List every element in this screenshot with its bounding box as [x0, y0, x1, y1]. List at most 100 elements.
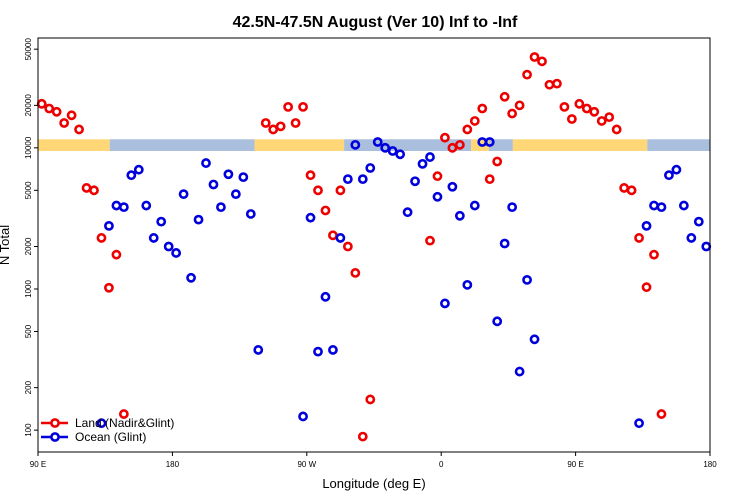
y-tick-label: 500 — [24, 324, 33, 338]
ocean-point — [186, 272, 196, 283]
land-point — [118, 409, 129, 419]
land-point — [342, 241, 353, 252]
land-point — [36, 98, 47, 109]
land-point — [581, 103, 592, 114]
land-point — [544, 79, 555, 90]
y-tick-label: 50000 — [24, 38, 33, 61]
ocean-point — [454, 210, 465, 221]
land-point — [74, 124, 84, 135]
land-point — [484, 174, 495, 185]
x-tick-label: 90 E — [30, 460, 46, 469]
ocean-point — [163, 241, 174, 252]
ocean-point — [380, 142, 391, 153]
ocean-point — [156, 216, 167, 227]
x-tick-label: 180 — [166, 460, 180, 469]
land-point — [469, 116, 480, 126]
ocean-point — [223, 169, 234, 180]
ocean-point — [402, 207, 413, 218]
land-point — [283, 101, 294, 112]
land-point — [619, 183, 630, 193]
land-point — [335, 185, 346, 196]
land-point — [96, 233, 107, 243]
ocean-point — [178, 189, 189, 200]
land-point — [51, 106, 62, 117]
land-point — [462, 124, 473, 135]
y-axis-label: N Total — [0, 225, 12, 265]
ocean-point — [118, 202, 129, 213]
land-point — [626, 185, 637, 196]
x-tick-label: 180 — [703, 460, 717, 469]
land-point — [649, 249, 659, 260]
land-point — [552, 78, 562, 89]
land-point — [260, 118, 271, 128]
ocean-point — [522, 274, 532, 285]
land-point — [611, 124, 622, 135]
band-segment-ocean — [647, 139, 710, 151]
land-point — [275, 121, 286, 132]
ocean-point — [320, 291, 331, 302]
land-point — [634, 233, 644, 243]
ocean-point — [208, 179, 219, 190]
land-point — [66, 110, 77, 121]
ocean-point — [148, 233, 159, 243]
land-point — [298, 101, 308, 112]
ocean-point — [298, 411, 308, 422]
ocean-point — [425, 152, 435, 162]
ocean-point — [649, 200, 659, 211]
ocean-point — [514, 366, 525, 377]
land-point — [477, 103, 488, 114]
ocean-point — [126, 170, 137, 181]
ocean-point — [686, 233, 697, 243]
plot-frame — [37, 37, 711, 453]
land-point — [328, 230, 338, 241]
ocean-point — [387, 146, 398, 156]
ocean-point — [499, 238, 510, 249]
ocean-point — [104, 220, 114, 231]
ocean-point — [357, 174, 368, 185]
y-tick-label: 1000 — [24, 280, 33, 298]
land-point — [89, 185, 99, 196]
ocean-point — [462, 279, 473, 290]
land-point — [454, 139, 465, 150]
band-segment-ocean — [488, 139, 513, 151]
land-point — [313, 185, 323, 196]
land-point — [507, 108, 518, 119]
land-point — [357, 431, 368, 442]
ocean-point — [432, 191, 443, 202]
ocean-point — [701, 241, 712, 252]
ocean-point — [678, 200, 689, 211]
x-tick-label: 90 E — [567, 460, 583, 469]
ocean-point — [201, 158, 211, 168]
ocean-point — [507, 202, 518, 213]
ocean-point — [529, 334, 540, 345]
land-point — [574, 98, 585, 109]
ocean-point — [253, 345, 264, 355]
land-point — [499, 91, 510, 102]
ocean-point — [133, 164, 144, 175]
legend-marker — [50, 432, 60, 442]
ocean-point — [671, 164, 682, 175]
land-point — [268, 124, 279, 135]
ocean-point — [216, 202, 226, 213]
land-point — [432, 171, 443, 182]
land-point — [514, 100, 525, 111]
land-point — [604, 112, 615, 123]
band-segment-ocean — [344, 139, 472, 151]
ocean-point — [335, 233, 346, 243]
y-tick-label: 200 — [24, 380, 33, 394]
legend-label: Ocean (Glint) — [75, 430, 146, 444]
land-point — [596, 116, 607, 126]
ocean-point — [492, 316, 503, 327]
band-segment-land — [512, 139, 648, 151]
band-segment-land — [38, 139, 110, 151]
ocean-point — [328, 345, 338, 355]
legend-label: Land (Nadir&Glint) — [75, 416, 174, 430]
land-point — [641, 282, 652, 293]
land-point — [440, 132, 450, 143]
land-point — [425, 235, 435, 246]
ocean-point — [230, 189, 241, 200]
ocean-point — [664, 170, 674, 181]
legend: Land (Nadir&Glint)Ocean (Glint) — [41, 416, 174, 444]
ocean-point — [656, 202, 667, 213]
data-points — [36, 52, 712, 442]
